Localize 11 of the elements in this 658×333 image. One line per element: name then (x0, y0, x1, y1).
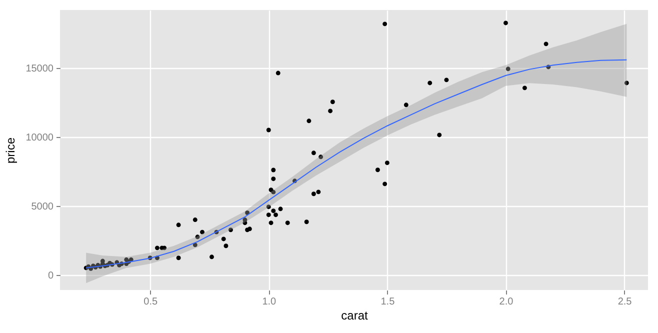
y-tick-label: 10000 (26, 132, 54, 144)
x-axis-title: carat (341, 308, 368, 322)
y-tick-label: 15000 (26, 63, 54, 74)
x-tick-label: 2.0 (499, 296, 514, 308)
x-tick-label: 1.0 (262, 296, 277, 308)
y-axis-title: price (4, 137, 18, 164)
y-tick-label: 5000 (31, 201, 54, 212)
x-tick-label: 2.5 (618, 296, 632, 308)
x-tick-label: 1.5 (380, 296, 396, 308)
x-tick-label: 0.5 (144, 296, 158, 308)
y-tick-label: 0 (48, 270, 54, 282)
